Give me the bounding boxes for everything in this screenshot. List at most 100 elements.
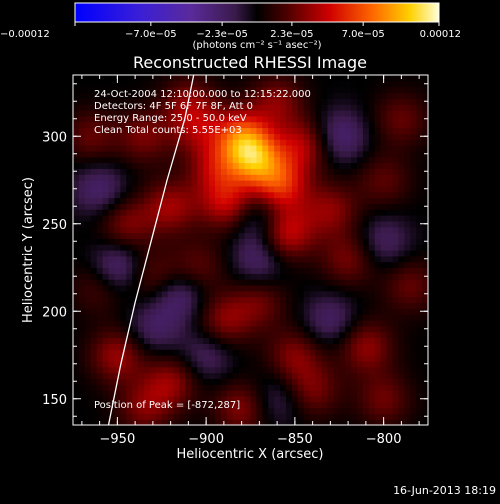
heatmap-cell <box>220 325 228 333</box>
heatmap-cell <box>215 372 222 379</box>
heatmap-cell <box>84 162 92 169</box>
heatmap-cell <box>280 337 287 344</box>
heatmap-cell <box>297 302 305 309</box>
heatmap-cell <box>274 133 281 140</box>
heatmap-cell <box>262 331 269 339</box>
heatmap-cell <box>357 395 364 403</box>
heatmap-cell <box>144 255 151 263</box>
heatmap-cell <box>416 255 423 263</box>
heatmap-cell <box>226 127 234 134</box>
heatmap-cell <box>309 390 317 397</box>
heatmap-cell <box>404 290 411 298</box>
heatmap-cell <box>274 80 281 88</box>
heatmap-cell <box>392 285 400 292</box>
heatmap-cell <box>149 378 157 385</box>
annotation-time-range: 24-Oct-2004 12:10:00.000 to 12:15:22.000 <box>94 89 311 100</box>
heatmap-cell <box>327 407 334 414</box>
heatmap-cell <box>297 314 305 321</box>
heatmap-cell <box>327 290 334 298</box>
heatmap-cell <box>315 390 323 397</box>
heatmap-cell <box>286 220 293 228</box>
heatmap-cell <box>161 150 169 158</box>
heatmap-cell <box>215 255 222 263</box>
heatmap-cell <box>149 366 157 374</box>
heatmap-cell <box>380 325 388 333</box>
heatmap-cell <box>392 413 400 420</box>
heatmap-cell <box>262 261 269 269</box>
heatmap-cell <box>416 133 423 140</box>
heatmap-cell <box>90 401 98 409</box>
heatmap-cell <box>362 150 370 158</box>
heatmap-cell <box>250 104 258 111</box>
heatmap-cell <box>392 401 400 409</box>
heatmap-cell <box>149 86 157 94</box>
heatmap-cell <box>179 314 187 321</box>
heatmap-cell <box>362 372 370 379</box>
heatmap-cell <box>250 162 258 169</box>
heatmap-cell <box>386 343 394 350</box>
heatmap-cell <box>179 261 187 269</box>
heatmap-cell <box>84 401 92 409</box>
heatmap-cell <box>309 331 317 339</box>
heatmap-cell <box>232 261 240 269</box>
x-tick-label: −950 <box>100 432 136 447</box>
heatmap-cell <box>262 139 269 146</box>
heatmap-cell <box>215 238 222 245</box>
heatmap-cell <box>191 145 198 152</box>
heatmap-cell <box>309 162 317 169</box>
heatmap-cell <box>132 250 139 257</box>
heatmap-cell <box>78 145 86 152</box>
heatmap-cell <box>315 150 323 158</box>
heatmap-cell <box>392 232 400 239</box>
heatmap-cell <box>120 86 127 94</box>
heatmap-cell <box>404 162 411 169</box>
heatmap-cell <box>315 331 323 339</box>
heatmap-cell <box>114 267 121 274</box>
heatmap-cell <box>149 162 157 169</box>
heatmap-cell <box>185 250 192 257</box>
heatmap-cell <box>78 232 86 239</box>
heatmap-cell <box>286 378 293 385</box>
heatmap-cell <box>398 285 405 292</box>
heatmap-cell <box>315 296 323 304</box>
heatmap-cell <box>309 360 317 368</box>
heatmap-cell <box>173 250 181 257</box>
x-axis-label: Heliocentric X (arcsec) <box>177 447 324 462</box>
heatmap-cell <box>197 220 204 228</box>
heatmap-cell <box>357 203 364 210</box>
heatmap-cell <box>404 314 411 321</box>
heatmap-cell <box>209 209 216 216</box>
heatmap-cell <box>185 407 192 414</box>
heatmap-cell <box>203 121 210 129</box>
heatmap-cell <box>173 378 181 385</box>
heatmap-cell <box>197 360 204 368</box>
heatmap-cell <box>161 279 169 286</box>
heatmap-cell <box>268 395 275 403</box>
heatmap-cell <box>220 279 228 286</box>
heatmap-cell <box>114 261 121 269</box>
heatmap-cell <box>268 226 275 234</box>
heatmap-cell <box>398 220 405 228</box>
heatmap-cell <box>268 150 275 158</box>
heatmap-cell <box>422 104 428 111</box>
heatmap-cell <box>220 296 228 304</box>
heatmap-cell <box>161 255 169 263</box>
heatmap-cell <box>173 395 181 403</box>
heatmap-cell <box>120 244 127 251</box>
heatmap-cell <box>256 325 263 333</box>
heatmap-cell <box>197 314 204 321</box>
heatmap-cell <box>368 209 376 216</box>
heatmap-cell <box>286 337 293 344</box>
heatmap-cell <box>380 86 388 94</box>
heatmap-cell <box>155 302 163 309</box>
heatmap-cell <box>351 174 358 181</box>
heatmap-cell <box>357 314 364 321</box>
heatmap-cell <box>114 343 121 350</box>
heatmap-cell <box>291 197 299 204</box>
heatmap-cell <box>250 343 258 350</box>
heatmap-cell <box>309 92 317 99</box>
heatmap-cell <box>327 349 334 356</box>
heatmap-cell <box>333 185 340 193</box>
heatmap-cell <box>132 413 139 420</box>
heatmap-cell <box>357 360 364 368</box>
